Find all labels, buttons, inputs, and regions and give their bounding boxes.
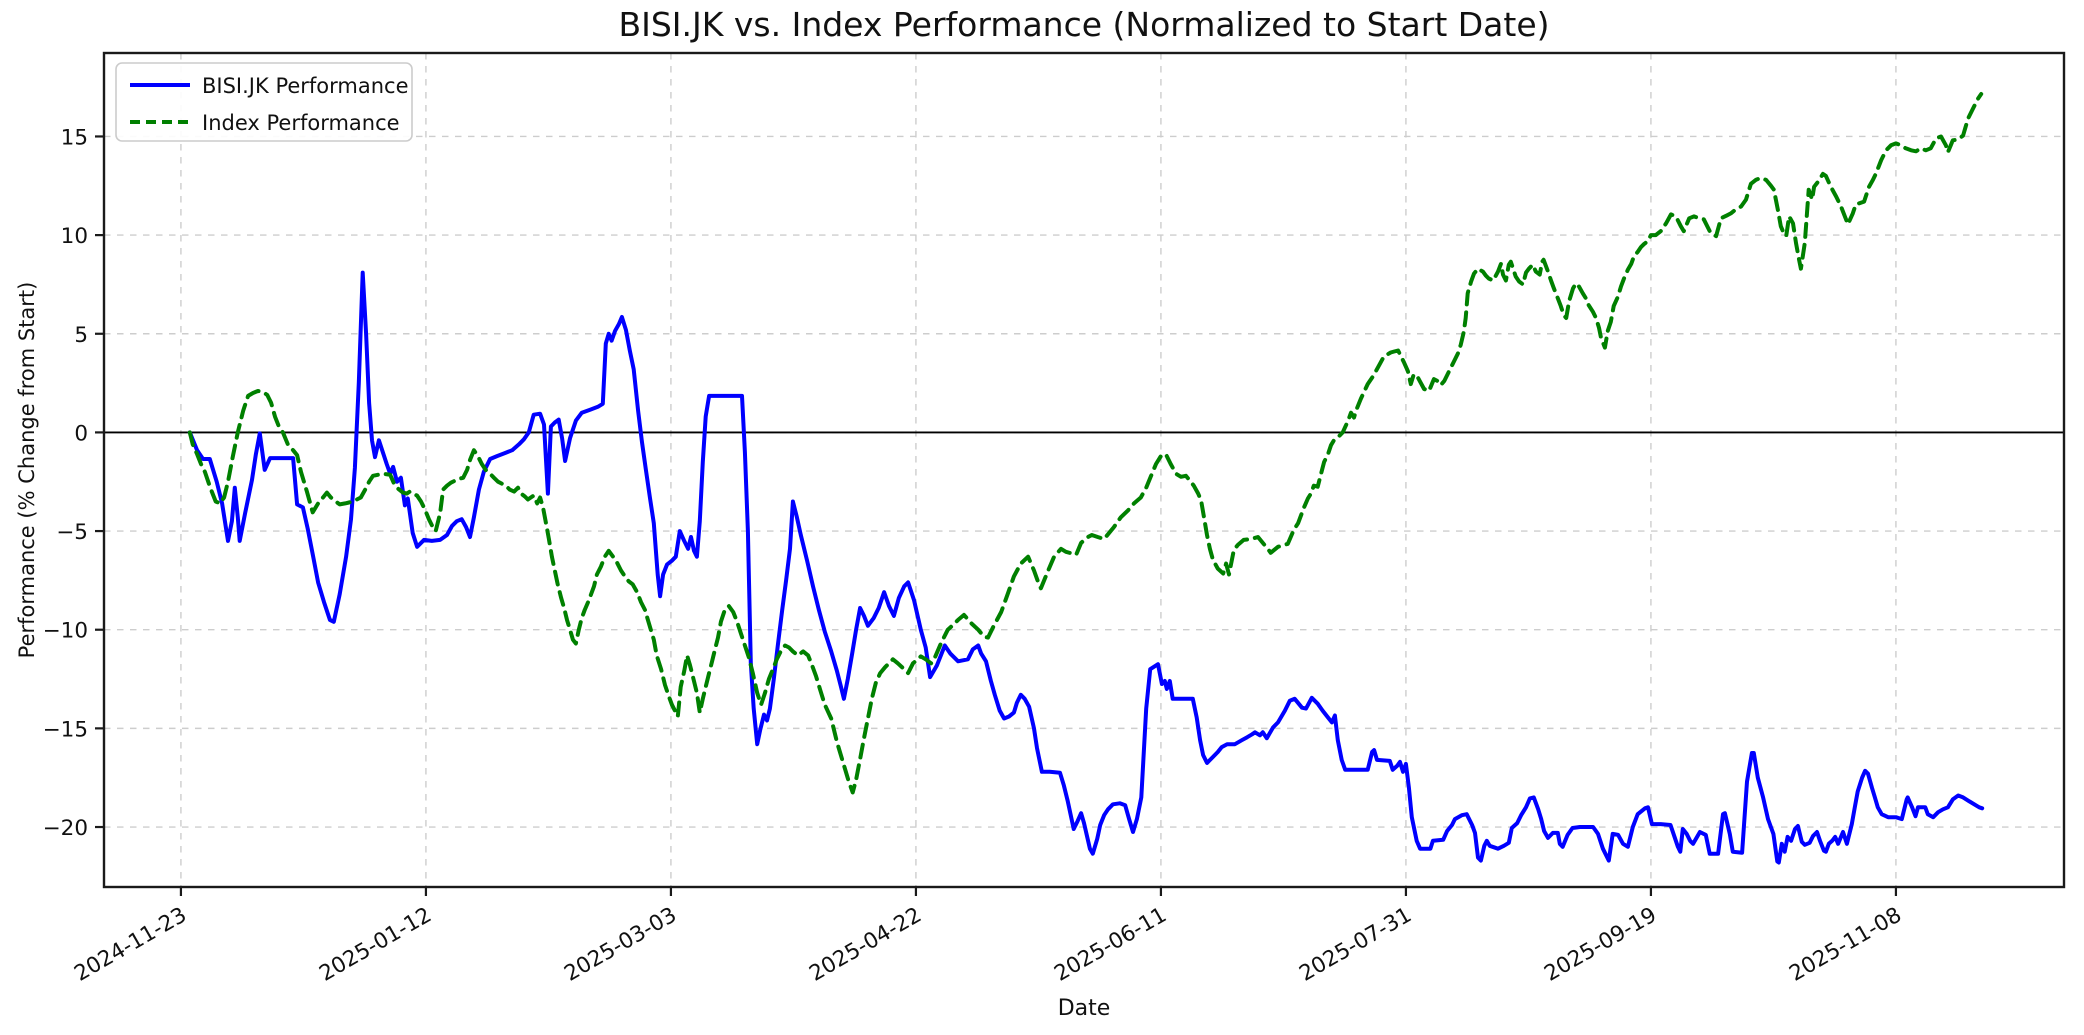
y-tick-label: 15 bbox=[61, 125, 88, 150]
y-tick-label: −20 bbox=[43, 816, 88, 841]
x-tick-label: 2025-09-19 bbox=[1540, 903, 1661, 987]
y-tick-label: 5 bbox=[74, 323, 88, 348]
x-tick-label: 2025-11-08 bbox=[1785, 903, 1906, 987]
chart-title: BISI.JK vs. Index Performance (Normalize… bbox=[618, 5, 1550, 44]
y-tick-label: −15 bbox=[43, 717, 88, 742]
x-tick-label: 2025-06-11 bbox=[1050, 903, 1171, 987]
x-tick-label: 2025-04-22 bbox=[805, 903, 926, 987]
x-tick-label: 2025-03-03 bbox=[560, 903, 681, 987]
x-axis-title: Date bbox=[1057, 996, 1111, 1021]
series-line-index bbox=[187, 92, 1984, 795]
y-axis-title: Performance (% Change from Start) bbox=[15, 281, 39, 659]
y-tick-label: 10 bbox=[61, 224, 88, 249]
y-tick-label: 0 bbox=[74, 421, 88, 446]
x-tick-label: 2024-11-23 bbox=[70, 903, 191, 987]
legend-label-bisi: BISI.JK Performance bbox=[202, 74, 409, 98]
y-tick-label: −5 bbox=[56, 520, 88, 545]
series-line-bisi bbox=[187, 270, 1985, 865]
legend-label-index: Index Performance bbox=[202, 111, 400, 135]
plot-border bbox=[102, 51, 2066, 889]
legend-box bbox=[115, 62, 413, 142]
x-tick-label: 2025-01-12 bbox=[315, 903, 436, 987]
x-tick-label: 2025-07-31 bbox=[1295, 903, 1416, 987]
y-tick-label: −10 bbox=[43, 619, 88, 644]
